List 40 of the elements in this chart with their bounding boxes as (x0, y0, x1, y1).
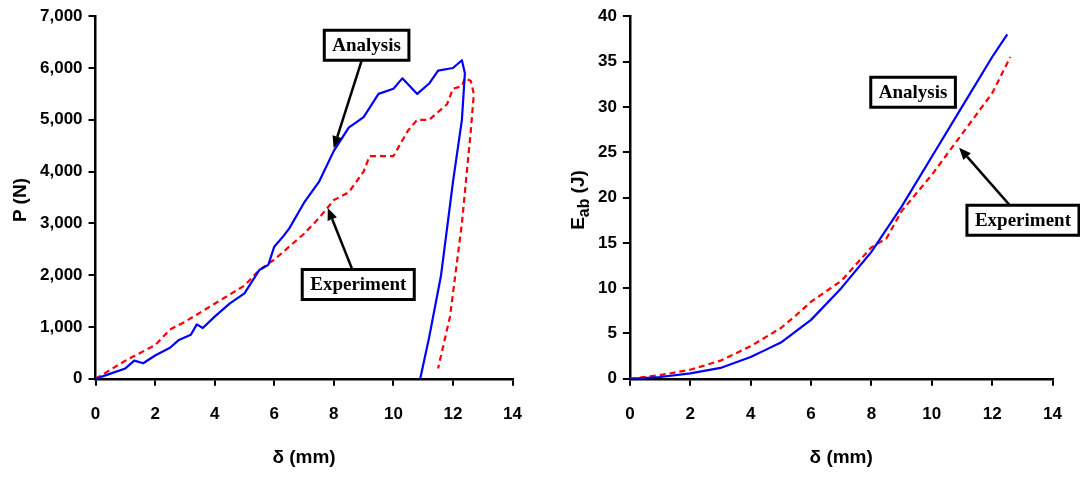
x-tick-label: 4 (209, 403, 220, 423)
text: Experiment (974, 209, 1072, 231)
x-axis-title: δ (mm) (272, 445, 336, 467)
y-tick-label: 10 (597, 277, 617, 297)
y-axis-title: P (N) (9, 178, 31, 222)
y-tick-label: 1,000 (39, 316, 83, 336)
x-tick-label: 2 (685, 403, 696, 423)
y-tick-label: 0 (73, 368, 83, 388)
y-tick-label: 2,000 (39, 264, 83, 284)
x-tick-label: 6 (806, 403, 816, 423)
x-tick-label: 14 (503, 403, 523, 423)
y-tick-label: 30 (597, 96, 617, 116)
y-tick-label: 15 (597, 232, 617, 252)
x-tick-label: 12 (443, 403, 463, 423)
x-tick-label: 8 (329, 403, 339, 423)
x-tick-label: 6 (269, 403, 279, 423)
y-tick-label: 3,000 (39, 213, 83, 233)
x-tick-label: 10 (922, 403, 942, 423)
x-axis-title: δ (mm) (809, 445, 873, 467)
series-label: Analysis (878, 81, 948, 103)
y-tick-label: 35 (597, 51, 617, 71)
x-tick-label: 8 (866, 403, 877, 423)
x-tick-label: 0 (625, 403, 635, 423)
y-tick-label: 20 (597, 187, 617, 207)
x-tick-label: 4 (745, 403, 756, 423)
y-tick-label: 5,000 (39, 109, 83, 129)
y-tick-label: 0 (607, 368, 617, 388)
x-tick-label: 14 (1043, 403, 1063, 423)
y-tick-label: 40 (597, 5, 617, 25)
x-tick-label: 2 (150, 403, 160, 423)
x-tick-label: 0 (90, 403, 101, 423)
y-tick-label: 7,000 (39, 5, 83, 25)
y-tick-label: 6,000 (39, 57, 83, 77)
x-tick-label: 12 (982, 403, 1002, 423)
x-tick-label: 10 (383, 403, 403, 423)
y-tick-label: 4,000 (39, 161, 83, 181)
y-tick-label: 25 (597, 141, 617, 161)
series-label: Experiment (310, 273, 407, 295)
y-tick-label: 5 (607, 323, 617, 343)
series-label: Analysis (332, 34, 401, 56)
